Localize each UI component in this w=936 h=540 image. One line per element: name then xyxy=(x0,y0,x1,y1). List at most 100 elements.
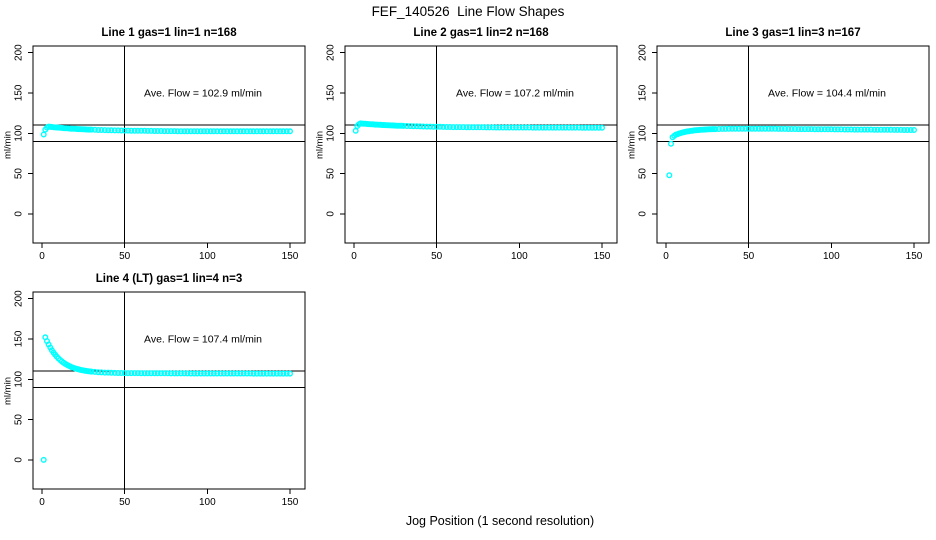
x-tick-label: 100 xyxy=(199,251,216,262)
data-point xyxy=(493,124,500,131)
data-point xyxy=(237,370,244,377)
data-point xyxy=(184,370,191,377)
data-point xyxy=(157,127,164,134)
ave-flow-annotation: Ave. Flow = 102.9 ml/min xyxy=(144,87,262,99)
data-point xyxy=(748,125,755,132)
y-tick-label: 150 xyxy=(14,84,25,101)
data-point xyxy=(257,370,264,377)
data-point xyxy=(40,131,47,138)
data-point xyxy=(108,369,115,376)
data-point xyxy=(894,126,901,133)
data-point xyxy=(240,370,247,377)
data-point xyxy=(101,127,108,134)
data-point xyxy=(283,370,290,377)
data-point xyxy=(260,128,267,135)
x-tick-label: 0 xyxy=(39,251,45,262)
panel-line-2: Line 2 gas=1 lin=2 n=168 0 50 100 150 0 50 100… xyxy=(312,25,624,268)
y-tick-label: 150 xyxy=(14,330,25,347)
data-point xyxy=(549,124,556,131)
y-axis-label: ml/min xyxy=(315,131,326,159)
data-point xyxy=(417,123,424,130)
data-point xyxy=(280,128,287,135)
panel-line-4-title: Line 4 (LT) gas=1 lin=4 n=3 xyxy=(95,273,243,285)
data-point xyxy=(148,127,155,134)
data-point xyxy=(121,370,128,377)
data-point xyxy=(805,126,812,133)
data-point xyxy=(95,126,102,133)
data-point xyxy=(237,128,244,135)
data-point xyxy=(559,124,566,131)
data-point xyxy=(273,128,280,135)
data-point xyxy=(811,126,818,133)
data-point xyxy=(105,127,112,134)
data-point xyxy=(277,370,284,377)
data-point xyxy=(91,368,98,375)
y-tick-label: 200 xyxy=(638,44,649,61)
data-point xyxy=(884,126,891,133)
data-point xyxy=(210,128,217,135)
data-point xyxy=(174,128,181,135)
data-point xyxy=(234,128,241,135)
data-point xyxy=(815,126,822,133)
data-point xyxy=(469,124,476,131)
data-point xyxy=(791,125,798,132)
x-tick-label: 150 xyxy=(282,497,299,508)
data-point xyxy=(861,126,868,133)
data-point xyxy=(536,124,543,131)
data-point xyxy=(413,123,420,130)
data-point xyxy=(592,124,599,131)
y-tick-label: 0 xyxy=(638,211,649,217)
data-point xyxy=(247,370,254,377)
data-point xyxy=(552,124,559,131)
data-point xyxy=(111,369,118,376)
data-point xyxy=(352,127,359,134)
data-point xyxy=(496,124,503,131)
x-tick-label: 0 xyxy=(351,251,357,262)
data-point xyxy=(154,127,161,134)
data-point xyxy=(151,370,158,377)
data-point xyxy=(742,125,749,132)
data-point xyxy=(834,126,841,133)
data-point xyxy=(785,125,792,132)
data-point xyxy=(848,126,855,133)
data-point xyxy=(131,127,138,134)
data-point xyxy=(546,124,553,131)
data-point xyxy=(575,124,582,131)
data-point xyxy=(257,128,264,135)
data-point xyxy=(732,125,739,132)
data-point xyxy=(555,124,562,131)
chart-canvas: 0 50 100 150 0 50 100 150 200 ml/min Ave. Flow = 1… xyxy=(3,44,306,262)
y-tick-label: 0 xyxy=(326,211,337,217)
ave-flow-annotation: Ave. Flow = 107.2 ml/min xyxy=(456,87,574,99)
data-point xyxy=(98,126,105,133)
x-tick-label: 50 xyxy=(743,251,755,262)
data-point xyxy=(569,124,576,131)
data-point xyxy=(765,125,772,132)
data-point xyxy=(858,126,865,133)
data-point xyxy=(752,125,759,132)
ave-flow-annotation: Ave. Flow = 104.4 ml/min xyxy=(768,87,886,99)
data-point xyxy=(204,128,211,135)
panel-line-2-title: Line 2 gas=1 lin=2 n=168 xyxy=(413,27,549,39)
data-point xyxy=(220,128,227,135)
data-point xyxy=(230,128,237,135)
y-tick-label: 150 xyxy=(326,84,337,101)
data-point xyxy=(277,128,284,135)
data-point xyxy=(479,124,486,131)
data-point xyxy=(725,125,732,132)
ave-flow-annotation: Ave. Flow = 107.4 ml/min xyxy=(144,333,262,345)
data-point xyxy=(128,127,135,134)
x-tick-label: 0 xyxy=(663,251,669,262)
data-point xyxy=(781,125,788,132)
data-point xyxy=(138,127,145,134)
data-point xyxy=(522,124,529,131)
panel-line-1: Line 1 gas=1 lin=1 n=168 0 50 100 150 0 50 100… xyxy=(0,25,312,268)
y-axis-label: ml/min xyxy=(3,377,14,405)
data-point xyxy=(483,124,490,131)
data-point xyxy=(210,370,217,377)
data-point xyxy=(194,128,201,135)
data-point xyxy=(911,126,918,133)
x-tick-label: 50 xyxy=(119,497,131,508)
y-tick-label: 100 xyxy=(638,124,649,141)
chart-canvas: 0 50 100 150 0 50 100 150 200 ml/min Ave. Flow = 1… xyxy=(627,44,930,262)
